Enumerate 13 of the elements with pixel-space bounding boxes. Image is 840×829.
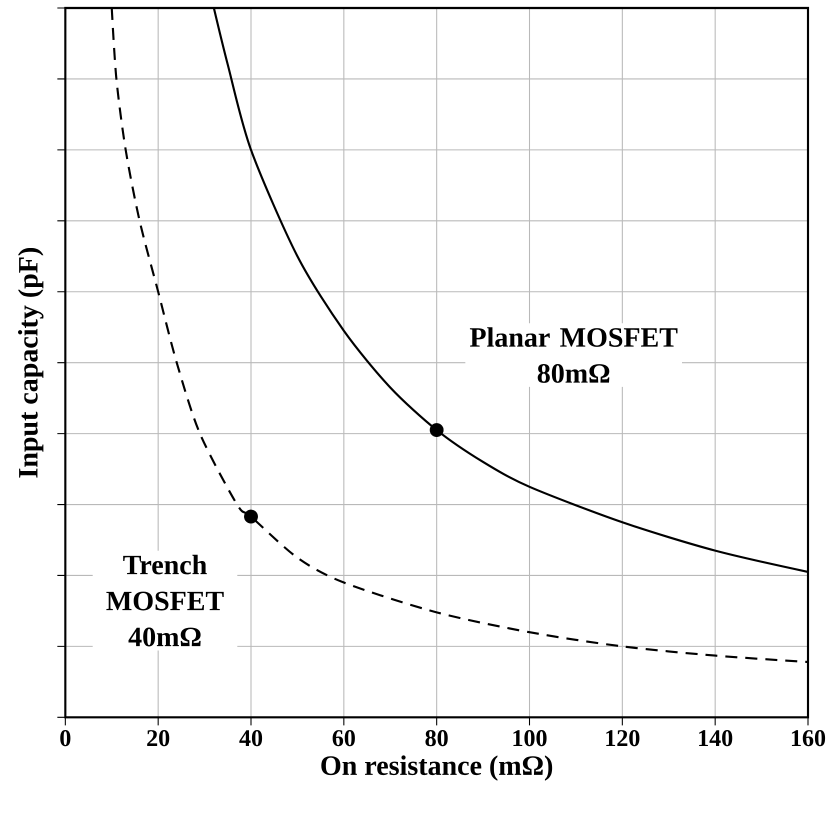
annotation: Planar MOSFET 80mΩ: [470, 327, 678, 383]
y-axis-title: Input capacity (pF): [18, 248, 44, 478]
x-tick-label: 80: [425, 730, 448, 746]
x-tick-label: 40: [239, 730, 262, 746]
x-tick-label: 140: [699, 730, 732, 746]
x-tick-label: 60: [332, 730, 355, 746]
x-tick-label: 0: [60, 730, 70, 746]
x-tick-label: 20: [147, 730, 170, 746]
x-axis-title: On resistance (mΩ): [321, 755, 552, 781]
x-tick-label: 120: [606, 730, 640, 746]
annotation: Trench MOSFET 40mΩ: [106, 554, 224, 646]
x-tick-label: 100: [513, 730, 547, 746]
x-tick-label: 160: [792, 730, 826, 746]
